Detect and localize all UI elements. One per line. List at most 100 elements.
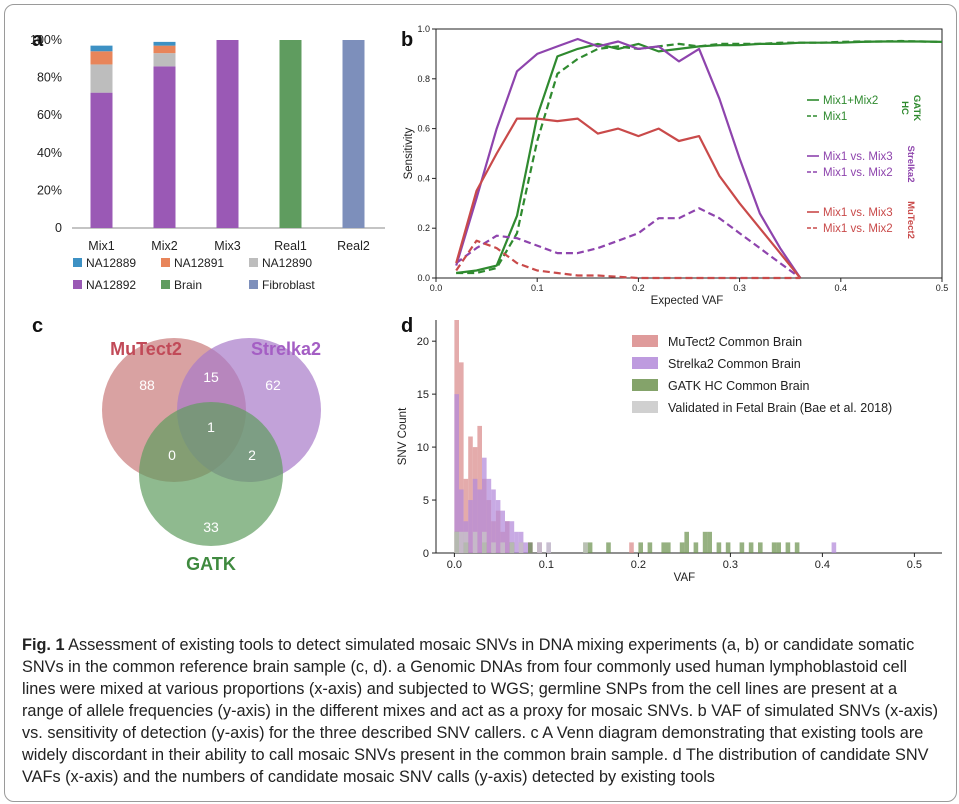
caption-label: Fig. 1 [22, 636, 65, 654]
d-bar-mutect2-common-brain-0.025 [477, 425, 482, 553]
a-bar-real1-brain [279, 40, 302, 228]
panel-letter-a: a [32, 29, 44, 51]
b-series-mutect2-mix1-vs-mix3-solid [455, 117, 802, 279]
d-bar-strelka2-common-brain-0.02 [472, 478, 478, 553]
a-ytick-3: 60% [37, 108, 62, 122]
a-legend-label-na12891: NA12891 [174, 256, 224, 270]
b-xtick-1: 0.1 [531, 283, 544, 293]
b-ylabel: Sensitivity [403, 127, 415, 179]
d-bar-gatk-hc-common-brain-0.08 [528, 542, 533, 553]
b-ytick-1: 0.2 [417, 223, 430, 233]
d-bar-gatk-hc-common-brain-0.25 [684, 531, 689, 553]
a-legend-swatch-na12889 [73, 258, 82, 267]
a-xtick-real1: Real1 [274, 239, 307, 253]
d-bar-strelka2-common-brain-0.05 [500, 510, 505, 553]
a-ytick-0: 0 [55, 221, 62, 235]
d-bar-validated-in-fetal-brain-bae-et-al-2018-0.14 [583, 542, 588, 553]
d-legend-swatch-mutect2-common-brain [632, 335, 658, 347]
b-legend-label-gatk-hc-1: Mix1 [823, 111, 847, 123]
b-xlabel: Expected VAF [651, 295, 724, 307]
b-legend-label-strelka2-1: Mix1 vs. Mix2 [823, 167, 893, 179]
b-ytick-2: 0.4 [417, 173, 430, 183]
d-legend-label-mutect2-common-brain: MuTect2 Common Brain [668, 335, 802, 349]
venn-title-strelka2: Strelka2 [251, 339, 321, 359]
d-bar-gatk-hc-common-brain-0.225 [661, 542, 666, 553]
a-legend-label-brain: Brain [174, 278, 202, 292]
a-ytick-2: 40% [37, 146, 62, 160]
panel-c-venn-diagram: MuTect2 Strelka2 GATK 88 62 33 15 0 2 1 [102, 338, 321, 574]
b-legend-label-gatk-hc-0: Mix1+Mix2 [823, 95, 878, 107]
b-legend-label-mutect2-0: Mix1 vs. Mix3 [823, 207, 893, 219]
d-bar-validated-in-fetal-brain-bae-et-al-2018-0.005 [459, 531, 464, 553]
d-bar-validated-in-fetal-brain-bae-et-al-2018-0.06 [509, 542, 515, 553]
d-bar-gatk-hc-common-brain-0.285 [716, 542, 722, 553]
d-xtick-0: 0.0 [447, 559, 462, 571]
venn-title-gatk: GATK [186, 554, 236, 574]
d-bar-strelka2-common-brain-0.41 [831, 542, 837, 553]
panel-a-bar-chart: 0 20% 40% 60% 80% 100% Mix1 Mix2 Mix3 Real1 Real2 N… [30, 33, 385, 292]
d-bar-validated-in-fetal-brain-bae-et-al-2018-0 [454, 531, 459, 553]
d-bar-strelka2-common-brain-0.065 [514, 531, 519, 553]
d-bar-validated-in-fetal-brain-bae-et-al-2018-0.09 [537, 542, 542, 553]
panel-d-histogram: 0.0 0.1 0.2 0.3 0.4 0.5 0 5 10 15 20 VAF SNV Count Mu… [397, 320, 942, 584]
b-series-strelka2-mix1-vs-mix3-solid [455, 37, 802, 279]
a-legend-swatch-na12891 [161, 258, 170, 267]
a-bar-mix1-na12892 [90, 92, 113, 228]
d-xtick-3: 0.3 [723, 559, 738, 571]
d-bar-validated-in-fetal-brain-bae-et-al-2018-0.05 [500, 542, 505, 553]
d-legend-label-validated-in-fetal-brain-bae-et-al-2018: Validated in Fetal Brain (Bae et al. 201… [668, 401, 892, 415]
b-xtick-2: 0.2 [632, 283, 645, 293]
d-xlabel: VAF [674, 572, 696, 584]
d-bar-strelka2-common-brain-0.06 [509, 521, 515, 553]
d-legend-label-gatk-hc-common-brain: GATK HC Common Brain [668, 379, 810, 393]
figure-caption: Fig. 1 Assessment of existing tools to d… [22, 634, 942, 788]
d-bar-strelka2-common-brain-0.055 [505, 521, 510, 553]
d-bar-strelka2-common-brain-0.04 [491, 489, 496, 553]
b-xtick-3: 0.3 [733, 283, 746, 293]
b-legend-label-mutect2-1: Mix1 vs. Mix2 [823, 223, 893, 235]
d-bar-strelka2-common-brain-0 [454, 394, 459, 553]
a-ytick-4: 80% [37, 71, 62, 85]
d-bar-gatk-hc-common-brain-0.2 [638, 542, 643, 553]
d-bar-strelka2-common-brain-0.045 [495, 500, 501, 553]
d-bar-gatk-hc-common-brain-0.33 [758, 542, 763, 553]
a-bar-mix3-na12892 [216, 40, 239, 228]
d-bar-gatk-hc-common-brain-0.165 [606, 542, 611, 553]
b-xtick-5: 0.5 [936, 283, 949, 293]
panel-letter-d: d [401, 315, 413, 337]
a-legend-label-na12892: NA12892 [86, 278, 136, 292]
panel-letter-b: b [401, 29, 413, 51]
d-xtick-2: 0.2 [631, 559, 646, 571]
d-bar-strelka2-common-brain-0.035 [486, 478, 492, 553]
d-xtick-5: 0.5 [907, 559, 922, 571]
a-xtick-mix2: Mix2 [151, 239, 177, 253]
d-ytick-0: 0 [423, 548, 429, 560]
a-xtick-mix3: Mix3 [214, 239, 240, 253]
b-ytick-3: 0.6 [417, 124, 430, 134]
d-bar-gatk-hc-common-brain-0.31 [739, 542, 745, 553]
d-bar-gatk-hc-common-brain-0.37 [794, 542, 800, 553]
d-bar-strelka2-common-brain-0.015 [468, 500, 473, 553]
d-legend-swatch-validated-in-fetal-brain-bae-et-al-2018 [632, 401, 658, 413]
d-bar-gatk-hc-common-brain-0.145 [587, 542, 593, 553]
d-bar-mutect2-common-brain-0.19 [629, 542, 634, 553]
d-bar-gatk-hc-common-brain-0.295 [725, 542, 731, 553]
d-bar-validated-in-fetal-brain-bae-et-al-2018-0.1 [546, 542, 551, 553]
b-ytick-4: 0.8 [417, 74, 430, 84]
d-bar-strelka2-common-brain-0.025 [477, 489, 482, 553]
a-bar-mix2-na12890 [153, 53, 176, 67]
caption-text: Assessment of existing tools to detect s… [22, 636, 939, 786]
a-bar-mix2-na12891 [153, 45, 176, 54]
venn-count-mutect2-gatk: 0 [168, 447, 176, 463]
a-bar-mix1-na12891 [90, 51, 113, 65]
d-bar-strelka2-common-brain-0.075 [523, 542, 528, 553]
d-bar-gatk-hc-common-brain-0.26 [693, 542, 699, 553]
a-legend-swatch-fibroblast [249, 280, 258, 289]
a-ytick-1: 20% [37, 183, 62, 197]
d-bar-strelka2-common-brain-0.07 [518, 531, 524, 553]
d-bar-validated-in-fetal-brain-bae-et-al-2018-0.01 [463, 531, 469, 553]
d-bar-gatk-hc-common-brain-0.36 [785, 542, 791, 553]
d-bar-strelka2-common-brain-0.03 [482, 457, 487, 553]
a-xtick-real2: Real2 [337, 239, 370, 253]
d-legend-swatch-strelka2-common-brain [632, 357, 658, 369]
